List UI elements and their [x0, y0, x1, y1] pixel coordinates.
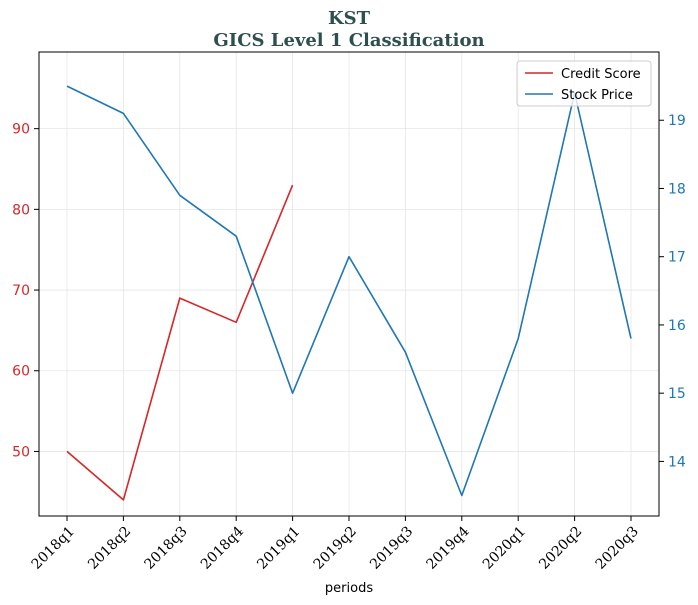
- left-tick-label: 60: [12, 364, 30, 380]
- series-line-credit-score: [66, 184, 294, 501]
- x-tick-label: 2018q1: [29, 524, 78, 573]
- right-tick-label: 17: [668, 250, 686, 266]
- series-line-stock-price: [66, 85, 632, 497]
- right-tick-label: 16: [668, 318, 686, 334]
- left-tick-label: 70: [12, 283, 30, 299]
- x-axis: 2018q1 2018q2 2018q3 2018q4 2019q1 2019q2 2019…: [29, 516, 642, 573]
- x-tick-label: 2020q3: [593, 524, 642, 573]
- left-tick-label: 50: [12, 444, 30, 460]
- right-tick-label: 19: [668, 113, 686, 129]
- series-layer: [66, 85, 632, 501]
- chart-subtitle: GICS Level 1 Classification: [213, 30, 484, 51]
- x-tick-label: 2019q1: [254, 524, 303, 573]
- grid: [39, 52, 659, 516]
- left-axis: 50 60 70 80 90: [12, 122, 39, 460]
- legend: Credit Score Stock Price: [516, 60, 652, 107]
- x-tick-label: 2019q4: [423, 523, 472, 572]
- x-tick-label: 2019q3: [367, 524, 416, 573]
- x-axis-label: periods: [325, 581, 373, 596]
- right-axis: 14 15 16 17 18 19: [659, 113, 686, 470]
- right-tick-label: 14: [668, 454, 686, 470]
- right-tick-label: 18: [668, 181, 686, 197]
- right-tick-label: 15: [668, 386, 686, 402]
- left-tick-label: 80: [12, 202, 30, 218]
- x-tick-label: 2019q2: [311, 524, 360, 573]
- left-tick-label: 90: [12, 122, 30, 138]
- x-tick-label: 2020q1: [480, 524, 529, 573]
- x-tick-label: 2018q2: [85, 524, 134, 573]
- x-tick-label: 2018q4: [198, 523, 247, 572]
- x-tick-label: 2020q2: [536, 524, 585, 573]
- legend-label-stock-price: Stock Price: [561, 88, 633, 103]
- x-tick-label: 2018q3: [141, 524, 190, 573]
- legend-label-credit-score: Credit Score: [561, 67, 641, 82]
- chart-title: KST: [328, 8, 371, 29]
